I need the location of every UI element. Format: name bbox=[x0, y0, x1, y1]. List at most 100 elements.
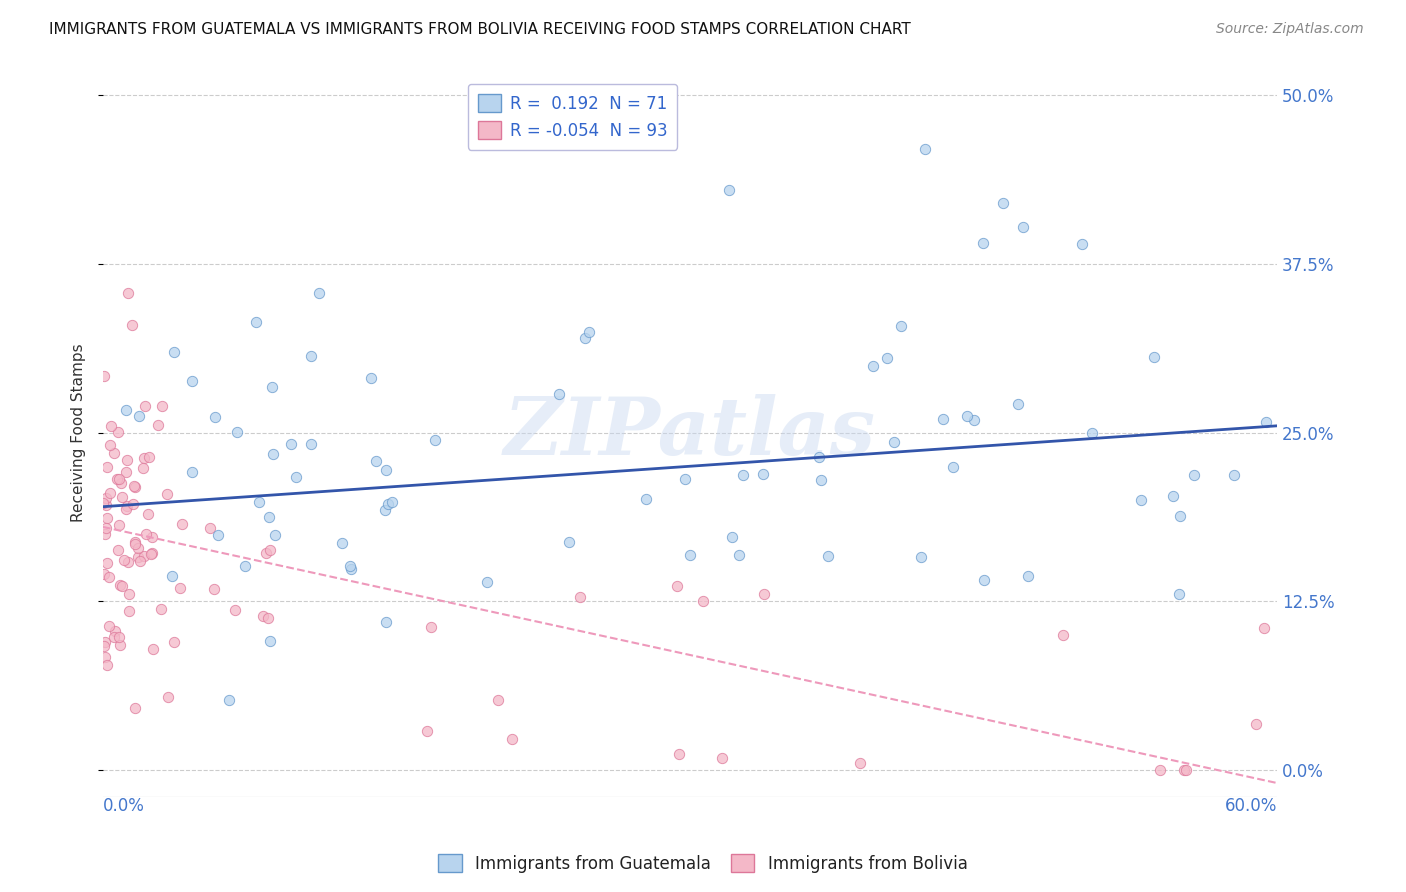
Point bbox=[117, 604, 139, 618]
Point bbox=[1081, 425, 1104, 440]
Point bbox=[204, 410, 226, 425]
Point bbox=[207, 528, 229, 542]
Point bbox=[121, 318, 143, 332]
Point bbox=[1143, 350, 1166, 364]
Point bbox=[1052, 628, 1074, 642]
Point bbox=[96, 459, 118, 474]
Point bbox=[163, 345, 186, 359]
Point bbox=[1175, 763, 1198, 777]
Point bbox=[679, 548, 702, 562]
Point bbox=[665, 579, 688, 593]
Point bbox=[93, 369, 115, 384]
Point bbox=[876, 351, 898, 366]
Point bbox=[115, 465, 138, 479]
Y-axis label: Receiving Food Stamps: Receiving Food Stamps bbox=[72, 343, 86, 522]
Legend: Immigrants from Guatemala, Immigrants from Bolivia: Immigrants from Guatemala, Immigrants fr… bbox=[432, 847, 974, 880]
Point bbox=[280, 437, 302, 451]
Point bbox=[488, 693, 510, 707]
Point bbox=[132, 549, 155, 563]
Point bbox=[254, 546, 277, 560]
Point bbox=[263, 527, 285, 541]
Point bbox=[558, 535, 581, 549]
Point bbox=[117, 452, 139, 467]
Point bbox=[132, 451, 155, 466]
Point bbox=[96, 510, 118, 524]
Point bbox=[721, 530, 744, 544]
Point bbox=[117, 555, 139, 569]
Point bbox=[1007, 397, 1029, 411]
Point bbox=[103, 630, 125, 644]
Point bbox=[257, 510, 280, 524]
Point bbox=[124, 480, 146, 494]
Point bbox=[1017, 569, 1039, 583]
Legend: R =  0.192  N = 71, R = -0.054  N = 93: R = 0.192 N = 71, R = -0.054 N = 93 bbox=[468, 84, 678, 150]
Point bbox=[416, 724, 439, 739]
Point bbox=[245, 315, 267, 329]
Point bbox=[156, 487, 179, 501]
Point bbox=[862, 359, 884, 373]
Point bbox=[111, 490, 134, 504]
Point bbox=[718, 183, 741, 197]
Point bbox=[817, 549, 839, 563]
Point bbox=[475, 574, 498, 589]
Point bbox=[330, 535, 353, 549]
Point bbox=[1173, 763, 1195, 777]
Point bbox=[1070, 236, 1092, 251]
Point bbox=[752, 587, 775, 601]
Point bbox=[673, 472, 696, 486]
Point bbox=[121, 497, 143, 511]
Point bbox=[141, 546, 163, 560]
Point bbox=[578, 325, 600, 339]
Point bbox=[117, 286, 139, 301]
Point bbox=[931, 412, 953, 426]
Point bbox=[124, 701, 146, 715]
Point bbox=[180, 374, 202, 388]
Point bbox=[1254, 415, 1277, 429]
Point bbox=[128, 409, 150, 423]
Point bbox=[360, 371, 382, 385]
Point bbox=[115, 402, 138, 417]
Point bbox=[98, 486, 121, 500]
Point bbox=[1244, 717, 1267, 731]
Point bbox=[198, 521, 221, 535]
Point bbox=[104, 624, 127, 639]
Point bbox=[973, 573, 995, 587]
Point bbox=[134, 399, 156, 413]
Point bbox=[381, 494, 404, 508]
Point bbox=[751, 467, 773, 481]
Point bbox=[112, 553, 135, 567]
Point bbox=[425, 434, 447, 448]
Point bbox=[548, 386, 571, 401]
Text: Source: ZipAtlas.com: Source: ZipAtlas.com bbox=[1216, 22, 1364, 37]
Point bbox=[808, 450, 831, 464]
Point bbox=[668, 747, 690, 761]
Point bbox=[138, 507, 160, 521]
Point bbox=[146, 417, 169, 432]
Point bbox=[1168, 509, 1191, 524]
Point bbox=[110, 475, 132, 490]
Text: IMMIGRANTS FROM GUATEMALA VS IMMIGRANTS FROM BOLIVIA RECEIVING FOOD STAMPS CORRE: IMMIGRANTS FROM GUATEMALA VS IMMIGRANTS … bbox=[49, 22, 911, 37]
Point bbox=[105, 472, 128, 486]
Point bbox=[100, 419, 122, 434]
Point bbox=[156, 690, 179, 704]
Point bbox=[252, 608, 274, 623]
Point bbox=[117, 587, 139, 601]
Point bbox=[94, 527, 117, 541]
Point bbox=[115, 502, 138, 516]
Point bbox=[111, 579, 134, 593]
Point bbox=[97, 619, 120, 633]
Point bbox=[501, 731, 523, 746]
Point bbox=[170, 516, 193, 531]
Point bbox=[135, 527, 157, 541]
Point bbox=[226, 425, 249, 439]
Point bbox=[169, 582, 191, 596]
Point bbox=[108, 638, 131, 652]
Point bbox=[636, 491, 658, 506]
Point bbox=[247, 495, 270, 509]
Point bbox=[93, 567, 115, 582]
Point bbox=[91, 496, 114, 510]
Point bbox=[1182, 468, 1205, 483]
Point bbox=[94, 635, 117, 649]
Point bbox=[955, 409, 977, 423]
Point bbox=[308, 285, 330, 300]
